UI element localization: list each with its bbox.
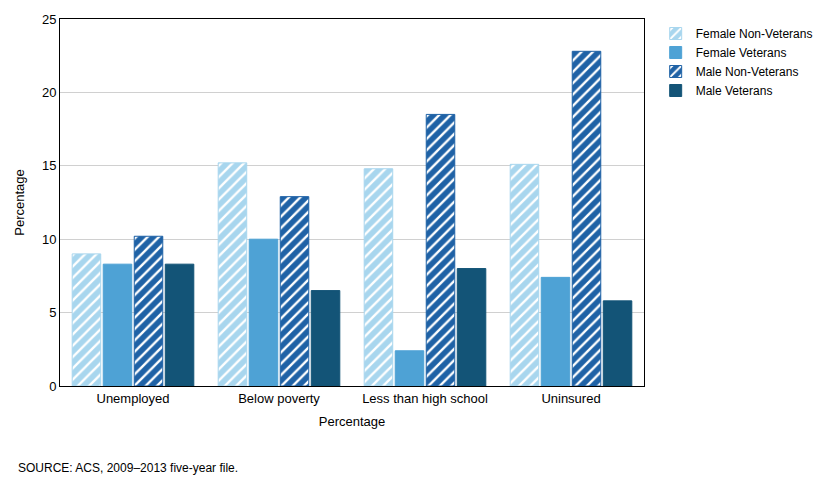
- svg-text:10: 10: [42, 232, 56, 247]
- svg-text:15: 15: [42, 158, 56, 173]
- svg-text:Percentage: Percentage: [319, 414, 386, 429]
- svg-text:Female Veterans: Female Veterans: [696, 46, 787, 60]
- svg-text:SOURCE: ACS, 2009–2013 five-ye: SOURCE: ACS, 2009–2013 five-year file.: [18, 461, 238, 475]
- svg-text:Uninsured: Uninsured: [541, 391, 600, 406]
- svg-text:Less than high school: Less than high school: [362, 391, 488, 406]
- svg-text:Unemployed: Unemployed: [97, 391, 170, 406]
- svg-text:25: 25: [42, 12, 56, 27]
- svg-text:Male Non-Veterans: Male Non-Veterans: [696, 65, 799, 79]
- svg-text:5: 5: [49, 305, 56, 320]
- svg-text:Below poverty: Below poverty: [238, 391, 320, 406]
- svg-text:20: 20: [42, 85, 56, 100]
- svg-text:0: 0: [49, 379, 56, 394]
- svg-text:Female Non-Veterans: Female Non-Veterans: [696, 27, 813, 41]
- svg-text:Percentage: Percentage: [12, 169, 27, 236]
- svg-text:Male Veterans: Male Veterans: [696, 84, 773, 98]
